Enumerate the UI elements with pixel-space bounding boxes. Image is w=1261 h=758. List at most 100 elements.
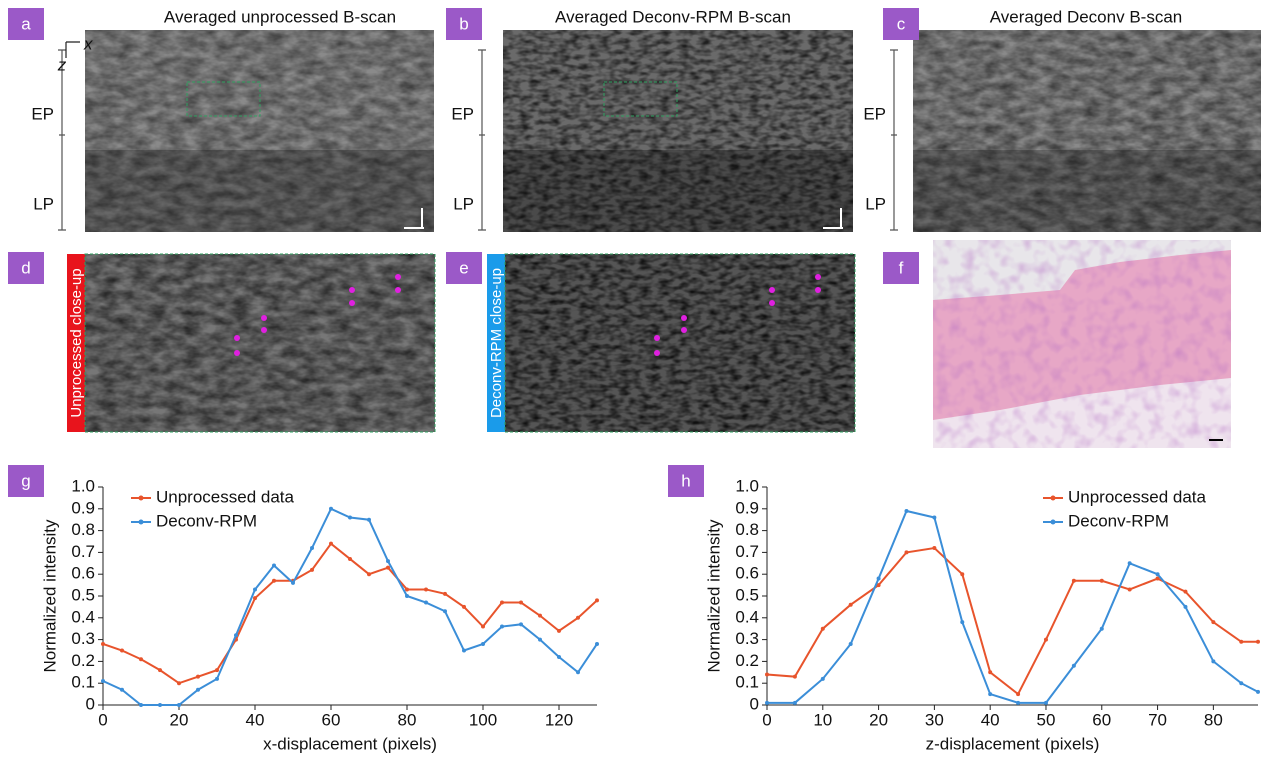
point [196,674,200,679]
legend-marker [138,519,144,525]
point [481,624,485,629]
point [462,604,466,609]
point [1016,692,1021,697]
point [196,687,200,692]
point [139,657,143,662]
panel-label: d [21,258,30,277]
layer-label: LP [33,194,54,213]
point [158,703,162,707]
point [904,508,909,513]
y-tick-label: 0.5 [735,585,759,604]
point [424,600,428,605]
point [139,703,143,707]
layer-label: LP [865,194,886,213]
point [519,600,523,605]
point [253,596,257,601]
point [876,583,881,588]
legend-label: Deconv-RPM [1068,511,1169,530]
point [177,703,181,707]
point [960,620,965,625]
point [1071,663,1076,668]
y-tick-label: 0.3 [735,629,759,648]
y-tick-label: 0.1 [71,673,95,692]
legend-label: Deconv-RPM [156,511,257,530]
point [519,622,523,627]
panel-title: Averaged Deconv-RPM B-scan [555,7,791,26]
point [500,624,504,629]
point [101,679,105,684]
point [595,598,599,603]
y-tick-label: 0.1 [735,673,759,692]
layer-label: EP [451,104,474,123]
closeup-tag-e [487,254,505,432]
closeup-title: Unprocessed close-up [68,268,85,417]
point [820,626,825,631]
point [1183,589,1188,594]
y-tick-label: 1.0 [735,476,759,495]
point [557,655,561,660]
x-tick-label: 0 [762,710,771,729]
bscan-a [85,30,434,232]
point [101,641,105,646]
point [988,670,993,675]
point [1155,572,1160,577]
point [443,591,447,596]
y-tick-label: 0.5 [71,585,95,604]
x-tick-label: 100 [469,710,497,729]
point [367,517,371,522]
point [272,578,276,583]
point [538,637,542,642]
point [424,587,428,592]
point [1256,689,1260,694]
y-axis-label: Normalized intensity [704,519,723,673]
y-tick-label: 0 [750,694,759,713]
point [1211,659,1216,664]
point [120,648,124,653]
point [310,567,314,572]
panel-label: h [681,471,690,490]
legend-label: Unprocessed data [1068,487,1207,506]
panel-label-boxes [8,8,919,497]
point [1183,604,1188,609]
y-tick-label: 0.6 [735,564,759,583]
point [1071,578,1076,583]
point [932,515,937,520]
bscan-c [913,30,1261,232]
legend-marker [1050,495,1056,501]
y-tick-label: 0.2 [71,651,95,670]
panel-title: Averaged unprocessed B-scan [164,7,396,26]
point [932,546,937,551]
point [848,641,853,646]
point [960,572,965,577]
x-tick-label: 30 [925,710,944,729]
point [576,670,580,675]
point [988,692,993,697]
point [348,556,352,561]
point [557,628,561,633]
point [1043,700,1048,705]
x-tick-label: 10 [813,710,832,729]
brackets [58,41,898,231]
x-tick-label: 80 [1204,710,1223,729]
point [576,615,580,620]
closeup-e [504,253,856,433]
y-tick-label: 0.6 [71,564,95,583]
y-tick-label: 0.8 [71,520,95,539]
point [367,572,371,577]
point [1043,637,1048,642]
point [443,609,447,614]
y-tick-label: 0.4 [71,607,95,626]
x-tick-label: 40 [981,710,1000,729]
images [8,8,1261,497]
point [291,580,295,585]
x-tick-label: 120 [545,710,573,729]
point [348,515,352,520]
y-tick-label: 0.2 [735,651,759,670]
line [102,507,598,706]
point [1239,639,1244,644]
point [1099,626,1104,631]
x-tick-label: 40 [246,710,265,729]
layer-label: LP [453,194,474,213]
point [386,565,390,570]
